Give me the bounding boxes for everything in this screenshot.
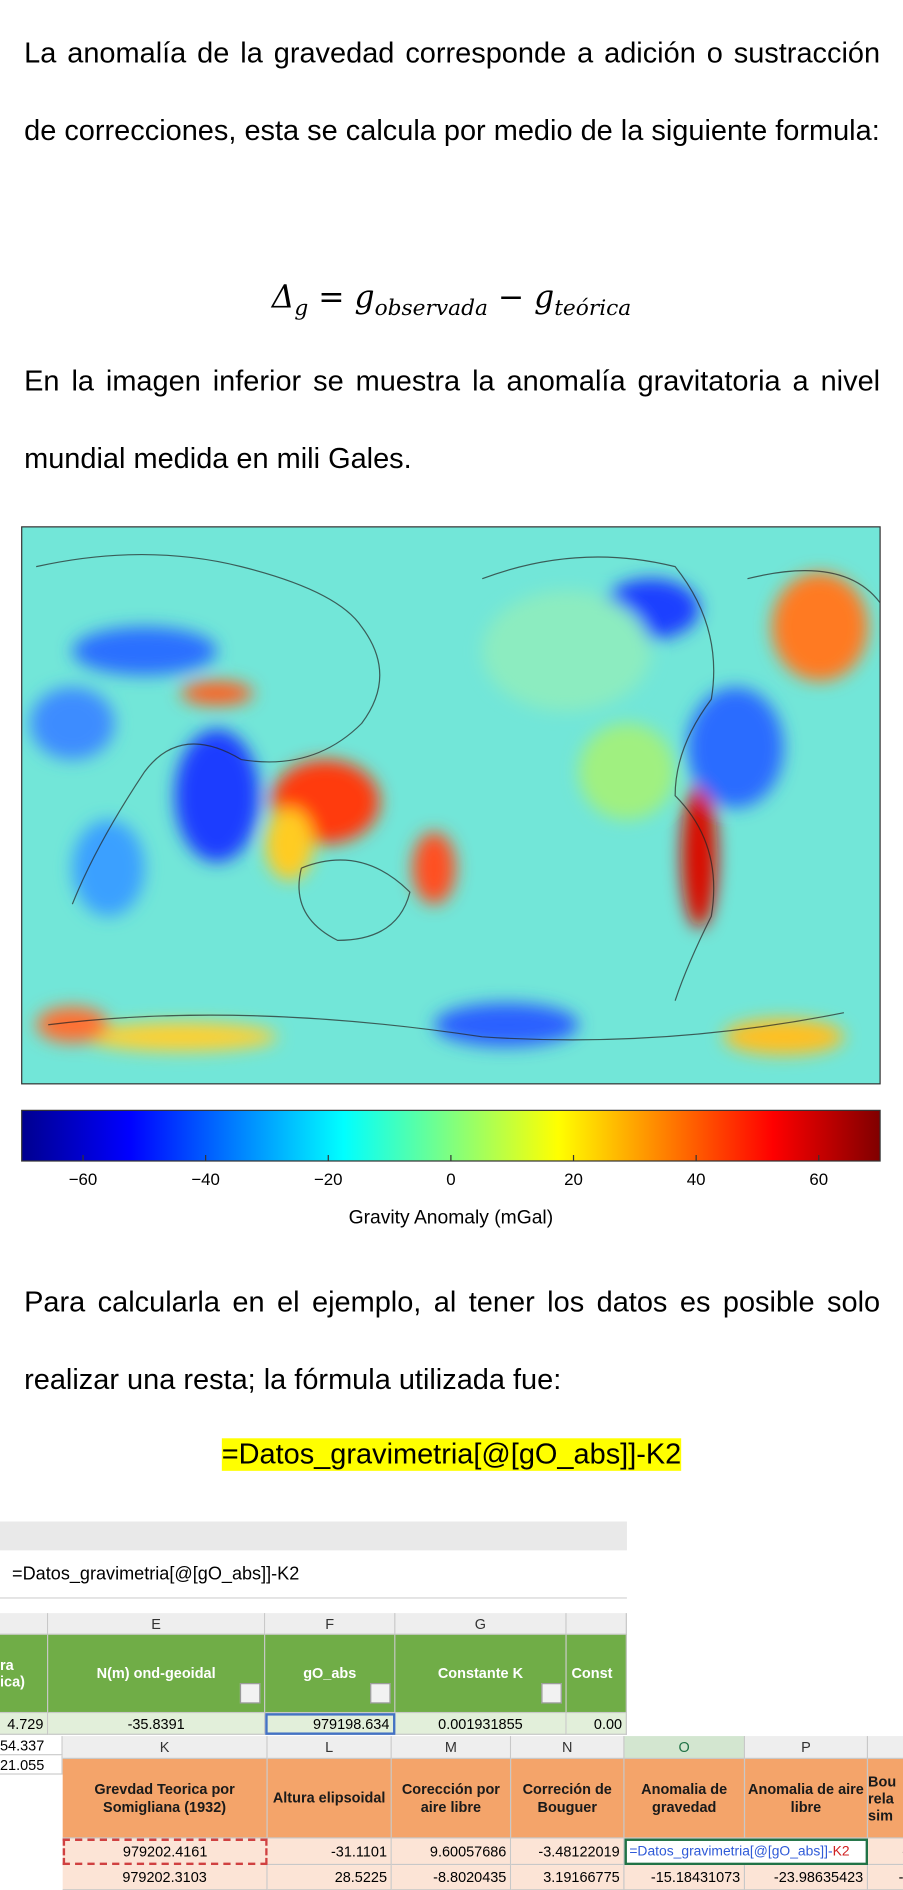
header-cell: Grevdad Teorica por Somigliana (1932): [62, 1758, 268, 1839]
subscript: observada: [374, 295, 488, 321]
left-cell: 21.055: [0, 1755, 63, 1775]
column-letter: [868, 1736, 903, 1759]
gravity-map: [21, 526, 881, 1084]
data-cell: 0.001931855: [395, 1713, 567, 1735]
header-cell: Constante K: [395, 1634, 567, 1714]
colorbar-tick-label: 0: [446, 1170, 455, 1189]
formula-part: K2: [832, 1844, 850, 1860]
data-cell: -2: [868, 1865, 903, 1890]
column-letter: G: [395, 1613, 567, 1635]
subscript: g: [294, 295, 309, 321]
data-cell: -15.18431073: [624, 1865, 746, 1890]
column-letter: L: [267, 1736, 392, 1759]
filter-button[interactable]: [541, 1683, 562, 1704]
header-cell: Corección por aire libre: [391, 1758, 512, 1839]
subscript: teórica: [554, 295, 632, 321]
data-cell: 28.5225: [267, 1865, 392, 1890]
colorbar: [21, 1109, 881, 1162]
highlight-text: =Datos_gravimetria[@[gO_abs]]-K2: [221, 1438, 682, 1471]
data-cell: 979202.3103: [62, 1865, 268, 1890]
header-cell: N(m) ond-geoidal: [48, 1634, 266, 1714]
data-cell: 3.19166775: [511, 1865, 625, 1890]
data-cell: -23.98635423: [745, 1865, 869, 1890]
column-letter: E: [48, 1613, 266, 1635]
colorbar-tick-label: 40: [687, 1170, 706, 1189]
header-cell: Anomalia de gravedad: [624, 1758, 746, 1839]
column-letter: N: [511, 1736, 625, 1759]
formula-part: =Datos_gravimetria[@[gO_abs]]-: [629, 1844, 833, 1860]
data-cell: 979198.634: [265, 1713, 396, 1735]
column-letter: K: [62, 1736, 268, 1759]
data-cell: 9.60057686: [391, 1838, 512, 1866]
header-cell: Const: [566, 1634, 627, 1714]
colorbar-tick-label: 20: [564, 1170, 583, 1189]
data-cell: -8.8020435: [391, 1865, 512, 1890]
colorbar-tick-label: −60: [69, 1170, 98, 1189]
paragraph: La anomalía de la gravedad corresponde a…: [24, 37, 881, 147]
paragraph: En la imagen inferior se muestra la anom…: [24, 365, 881, 475]
header-cell: Altura elipsoidal: [267, 1758, 392, 1839]
blank: [0, 1774, 63, 1890]
paragraph: Para calcularla en el ejemplo, al tener …: [24, 1286, 881, 1396]
header-cell: Anomalia de aire libre: [745, 1758, 869, 1839]
header-cell: Bou rela sim: [868, 1758, 903, 1839]
colorbar-tick-label: −40: [191, 1170, 220, 1189]
filter-button[interactable]: [239, 1683, 261, 1704]
formula: Δg = gobservada − gteórica: [0, 280, 903, 321]
editing-cell: =Datos_gravimetria[@[gO_abs]]- K2: [624, 1838, 869, 1866]
data-cell: 979202.4161: [62, 1838, 268, 1866]
symbol: −: [497, 279, 525, 316]
header-text: Bou: [868, 1772, 897, 1790]
symbol: =: [318, 279, 345, 316]
formula-bar: =Datos_gravimetria[@[gO_abs]]-K2: [0, 1550, 627, 1599]
header-text: rela: [868, 1789, 894, 1807]
gap: [0, 1598, 627, 1614]
filter-button[interactable]: [370, 1683, 391, 1704]
column-letter: [0, 1613, 49, 1635]
header-text: ica): [0, 1673, 25, 1691]
data-cell: 0.00: [566, 1713, 627, 1735]
left-cell: 54.337: [0, 1736, 63, 1756]
colorbar-tick-label: −20: [314, 1170, 343, 1189]
colorbar-label: Gravity Anomaly (mGal): [349, 1208, 553, 1229]
data-cell: -2: [868, 1838, 903, 1866]
symbol: Δ: [271, 279, 295, 316]
toolbar-strip: [0, 1521, 627, 1551]
header-cell: Correción de Bouguer: [511, 1758, 625, 1839]
data-cell: -3.48122019: [511, 1838, 625, 1866]
column-letter: F: [265, 1613, 396, 1635]
symbol: g: [354, 279, 375, 316]
column-letter: O: [624, 1736, 746, 1759]
symbol: g: [534, 279, 555, 316]
highlighted-formula: =Datos_gravimetria[@[gO_abs]]-K2: [0, 1438, 903, 1472]
data-cell: -31.1101: [267, 1838, 392, 1866]
colorbar-tick-label: 60: [809, 1170, 828, 1189]
column-letter: P: [745, 1736, 869, 1759]
column-letter: [566, 1613, 627, 1635]
figure: Gravity Anomaly (mGal) −60 −40 −20 0 20 40 60: [21, 526, 881, 1229]
header-text: sim: [868, 1806, 893, 1824]
header-cell: ra ica): [0, 1634, 49, 1714]
column-letter: M: [391, 1736, 512, 1759]
header-text: ra: [0, 1656, 14, 1674]
data-cell: -35.8391: [48, 1713, 266, 1735]
data-cell: 4.729: [0, 1713, 49, 1735]
